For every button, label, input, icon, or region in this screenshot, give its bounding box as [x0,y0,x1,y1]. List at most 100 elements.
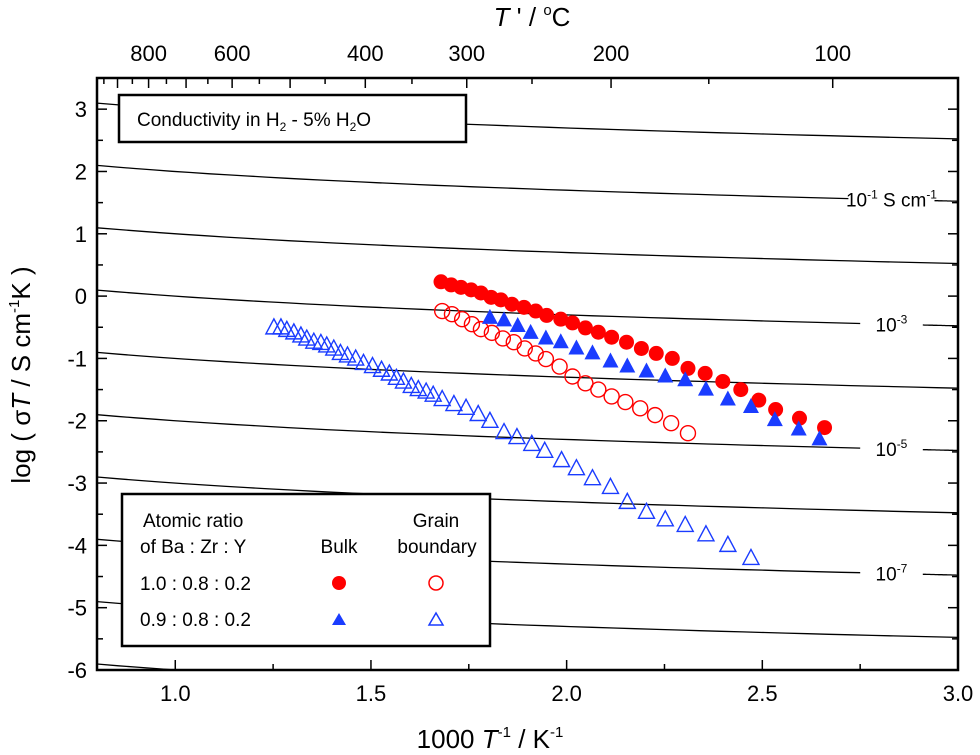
bulk-point [619,357,636,373]
grain-boundary-point [535,440,554,458]
legend-header-gb-line2: boundary [397,537,477,558]
bulk-point [537,329,554,345]
grain-boundary-point [637,501,656,520]
data-series [264,274,833,566]
grain-boundary-point [522,433,541,452]
grain-boundary-point [516,340,533,357]
legend-marker-filled-triangle [332,613,346,625]
legend-header-line1: Atomic ratio [143,511,243,532]
iso-line-5 [97,414,861,449]
bulk-point [633,340,649,356]
bulk-point [516,299,532,315]
grain-boundary-point [618,491,637,510]
x-tick-label: 3.0 [943,681,974,706]
grain-boundary-point [567,458,586,476]
series-2 [481,308,828,446]
grain-boundary-point [480,410,500,429]
iso-line-4 [97,351,958,389]
y-tick-label: -6 [67,658,87,683]
y-tick-label: 3 [75,97,87,122]
iso-line-1 [934,200,958,202]
series-1 [433,302,697,442]
grain-boundary-point [433,389,452,407]
x-axis-title: 1000 T-1 / K-1 [417,724,564,754]
bulk-point [522,323,539,339]
bulk-point [619,334,635,350]
grain-boundary-point [324,338,343,356]
bulk-point [481,308,498,324]
grain-boundary-point [354,352,373,371]
bulk-point [553,311,569,327]
grain-boundary-point [409,379,428,397]
bulk-point [811,430,828,446]
grain-boundary-point [656,509,675,527]
annotation-text: Conductivity in H2 - 5% H2O [137,110,371,134]
iso-label-1: 10-1 S cm-1 [846,188,937,212]
grain-boundary-point [372,359,391,377]
bulk-point [742,398,759,414]
grain-boundary-point [718,534,738,553]
iso-line-3 [922,324,958,327]
grain-boundary-point [380,363,399,381]
bulk-point [496,311,513,327]
bulk-point [697,365,713,381]
grain-boundary-point [617,393,634,411]
bulk-point [733,382,749,398]
bulk-point [715,373,731,389]
bulk-point [680,360,696,376]
legend-row-2-label: 0.9 : 0.8 : 0.2 [140,610,251,631]
grain-boundary-point [424,384,443,402]
grain-boundary-point [463,315,481,333]
bulk-point [638,362,655,378]
bulk-point [648,345,664,361]
grain-boundary-point [696,524,716,542]
grain-boundary-point [363,356,382,374]
grain-boundary-point [551,358,568,375]
grain-boundary-point [346,348,365,366]
iso-line-3 [97,289,861,325]
grain-boundary-point [590,381,607,398]
legend-marker-open-circle [428,575,444,591]
x-tick-label: 2.5 [747,681,778,706]
bulk-point [719,390,736,406]
iso-label-7: 10-7 [876,562,908,586]
series-0 [433,274,833,436]
iso-conductivity-labels: 10-1 S cm-1 10-3 10-5 10-7 [846,188,937,586]
bulk-point [697,380,714,396]
y-tick-label: -1 [67,346,87,371]
grain-boundary-point [387,367,406,386]
bulk-point [504,296,520,312]
grain-boundary-point [402,375,421,394]
grain-boundary-point [271,317,291,335]
y-tick-label: 1 [75,222,87,247]
top-tick-label: 200 [593,41,630,66]
iso-line-6 [97,476,958,514]
grain-boundary-point [338,345,357,363]
y-tick-label: -3 [67,471,87,496]
grain-boundary-point [443,305,461,323]
bulk-point [817,420,833,436]
y-tick-label: -4 [67,533,87,558]
grain-boundary-point [394,371,413,389]
axis-tick-labels: 1.0 1.5 2.0 2.5 3.0 -6 -5 -4 -3 -2 -1 0 1 2 3 800 600 400… [67,41,973,706]
iso-line-7 [922,573,958,576]
grain-boundary-point [507,427,527,445]
y-tick-label: -2 [67,409,87,434]
top-tick-label: 600 [214,41,251,66]
grain-boundary-point [577,375,594,392]
grain-boundary-point [632,400,649,417]
grain-boundary-point [741,547,761,566]
iso-label-3: 10-3 [876,312,908,336]
grain-boundary-point [603,388,620,405]
x-tick-label: 1.0 [160,681,191,706]
grain-boundary-point [444,394,464,412]
legend-header-line2: of Ba : Zr : Y [140,537,247,558]
bulk-point [509,317,526,333]
bulk-point [539,307,555,323]
bulk-point [590,324,606,340]
x-tick-label: 2.0 [551,681,582,706]
top-tick-label: 300 [448,41,485,66]
bulk-point [552,333,569,349]
bulk-point [602,352,619,368]
x-tick-label: 1.5 [356,681,387,706]
